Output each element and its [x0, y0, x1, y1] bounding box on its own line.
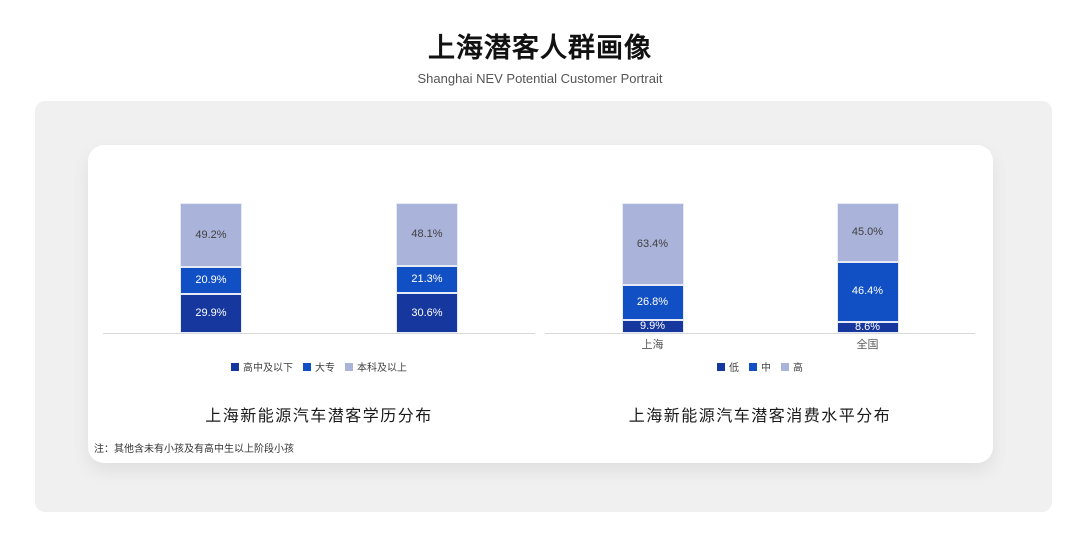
bar-segment: 48.1% [396, 203, 458, 266]
legend-label: 低 [729, 363, 739, 374]
category-axis [103, 334, 535, 353]
bar-segment: 63.4% [621, 202, 684, 286]
page-title: 上海潜客人群画像 [428, 33, 652, 63]
bar-segment: 49.2% [180, 203, 242, 267]
plot-area: 49.2% 20.9% 29.9% 48.1% 21.3% 30.6% [103, 203, 535, 334]
education-distribution-chart: 49.2% 20.9% 29.9% 48.1% 21.3% 30.6% 高中及以下 大专 本科… [103, 145, 535, 426]
stacked-bar: 49.2% 20.9% 29.9% [180, 203, 242, 333]
stacked-bar: 48.1% 21.3% 30.6% [396, 203, 458, 333]
legend-item: 大专 [303, 359, 335, 374]
chart-legend: 低中高 [545, 359, 975, 374]
bar-segment: 45.0% [836, 203, 899, 262]
category-label: 上海 [641, 338, 664, 351]
legend-item: 低 [717, 359, 739, 374]
chart-card: 49.2% 20.9% 29.9% 48.1% 21.3% 30.6% 高中及以下 大专 本科… [88, 145, 993, 463]
background-panel: 49.2% 20.9% 29.9% 48.1% 21.3% 30.6% 高中及以下 大专 本科… [35, 101, 1052, 512]
bar-segment: 9.9% [621, 320, 684, 333]
bar-segment: 21.3% [396, 265, 458, 294]
legend-item: 高中及以下 [231, 359, 293, 374]
bar-segment: 29.9% [180, 294, 242, 333]
stacked-bar: 45.0% 46.4% 8.6% [836, 203, 899, 333]
legend-label: 大专 [315, 363, 335, 374]
legend-item: 本科及以上 [345, 359, 407, 374]
bar-segment: 8.6% [836, 321, 899, 333]
bar-segment: 26.8% [621, 285, 684, 321]
legend-label: 高中及以下 [243, 363, 293, 374]
chart-title: 上海新能源汽车潜客消费水平分布 [628, 408, 892, 425]
legend-item: 中 [749, 359, 771, 374]
category-label: 全国 [856, 338, 879, 351]
legend-swatch [345, 362, 353, 371]
legend-swatch [749, 362, 757, 371]
legend-swatch [717, 362, 725, 371]
category-axis: 上海 全国 [545, 334, 975, 353]
chart-title: 上海新能源汽车潜客学历分布 [205, 408, 433, 425]
legend-swatch [303, 362, 311, 371]
legend-swatch [231, 362, 239, 371]
plot-area: 63.4% 26.8% 9.9% 45.0% 46.4% 8.6% [545, 202, 975, 334]
legend-label: 本科及以上 [357, 363, 407, 374]
legend-swatch [781, 362, 789, 371]
stacked-bar: 63.4% 26.8% 9.9% [621, 202, 684, 333]
bar-segment: 30.6% [396, 293, 458, 333]
legend-label: 中 [761, 363, 771, 374]
page-subtitle: Shanghai NEV Potential Customer Portrait [417, 71, 663, 86]
legend-item: 高 [781, 359, 803, 374]
footnote: 注：其他含未有小孩及有高中生以上阶段小孩 [94, 444, 294, 455]
bar-segment: 46.4% [836, 261, 899, 322]
consumption-level-chart: 63.4% 26.8% 9.9% 45.0% 46.4% 8.6% 上海 全国 低 中 高 上海… [545, 145, 975, 426]
legend-label: 高 [793, 363, 803, 374]
page-header: 上海潜客人群画像 Shanghai NEV Potential Customer… [0, 26, 1080, 86]
bar-segment: 20.9% [180, 266, 242, 295]
chart-legend: 高中及以下 大专 本科及以上 [103, 359, 535, 374]
